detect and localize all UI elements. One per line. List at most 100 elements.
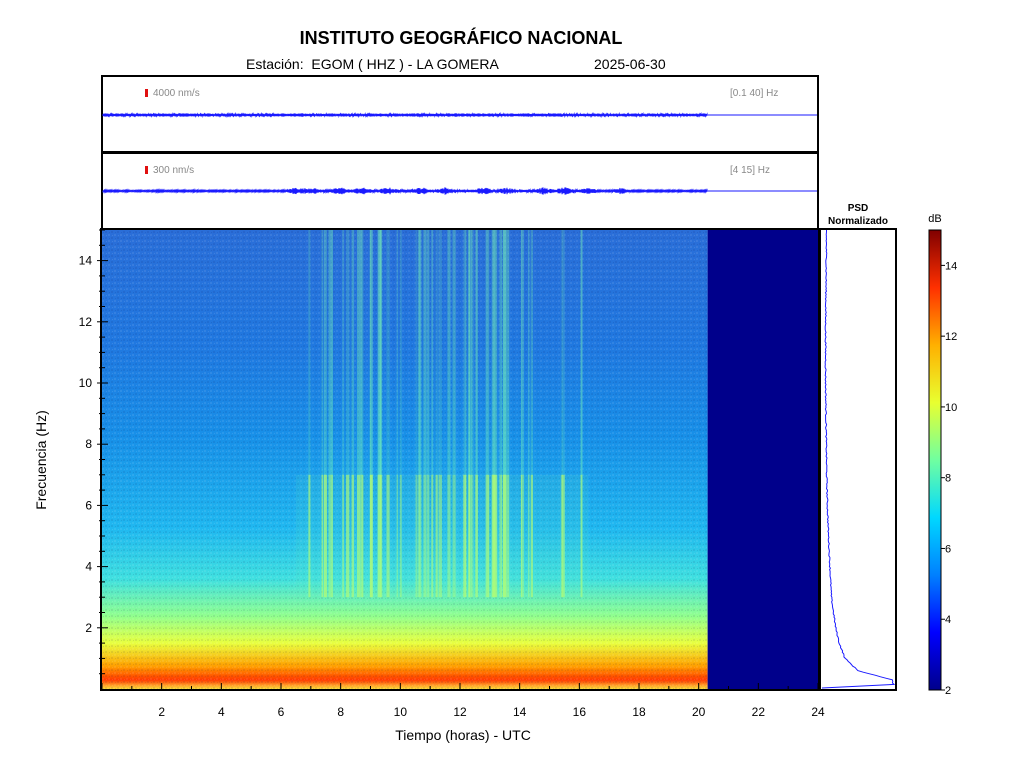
activity-stripe: [492, 230, 495, 598]
activity-block: [357, 474, 360, 598]
colorbar-tick-label: 14: [945, 260, 957, 272]
x-tick-label: 20: [692, 705, 706, 719]
colorbar-tick-label: 10: [945, 402, 957, 414]
activity-stripe: [468, 230, 470, 598]
activity-stripe: [447, 230, 451, 598]
psd-title-line1: PSD: [848, 203, 869, 214]
no-data-region: [707, 230, 818, 689]
activity-block: [528, 474, 530, 598]
colorbar: dB 2 4 6 8 10 12 14: [928, 213, 957, 697]
activity-stripe: [378, 230, 382, 598]
activity-stripe: [500, 230, 503, 598]
activity-stripe: [502, 230, 506, 598]
activity-stripe: [560, 230, 564, 598]
activity-stripe: [470, 230, 474, 598]
activity-block: [475, 474, 478, 598]
activity-block: [530, 474, 533, 598]
activity-block: [378, 474, 382, 598]
activity-stripe: [369, 230, 371, 598]
y-tick-label: 14: [79, 254, 93, 268]
activity-block: [468, 474, 473, 598]
activity-block: [562, 474, 565, 598]
x-tick-label: 14: [513, 705, 527, 719]
activity-stripe: [359, 230, 363, 598]
scale-label: 4000 nm/s: [153, 88, 200, 99]
scale-label: 300 nm/s: [153, 165, 194, 176]
activity-block: [475, 474, 478, 598]
x-tick-label: 24: [811, 705, 825, 719]
activity-stripe: [423, 230, 427, 598]
activity-stripe: [418, 230, 421, 598]
activity-stripe: [521, 230, 524, 598]
page-title: INSTITUTO GEOGRÁFICO NACIONAL: [299, 28, 623, 48]
colorbar-tick-label: 12: [945, 331, 957, 343]
psd-title-line2: Normalizado: [828, 216, 888, 227]
x-tick-label: 18: [632, 705, 646, 719]
activity-block: [359, 474, 363, 598]
spectrogram-activity: [295, 230, 589, 598]
activity-block: [399, 474, 402, 598]
activity-block: [379, 474, 383, 598]
psd-curve: [821, 230, 896, 689]
activity-stripe: [415, 230, 418, 598]
y-axis: 2 4 6 8 10 12 14: [79, 229, 108, 675]
activity-stripe: [357, 230, 360, 598]
activity-stripe: [321, 230, 324, 598]
activity-stripe: [438, 230, 442, 598]
spectrogram-texture: [102, 230, 708, 689]
station-label: Estación: EGOM ( HHZ ) - LA GOMERA: [246, 56, 499, 72]
x-tick-label: 10: [394, 705, 408, 719]
activity-block: [418, 474, 421, 598]
activity-block: [495, 474, 497, 598]
activity-stripe: [330, 230, 333, 598]
activity-block: [468, 474, 471, 598]
colorbar-tick-label: 2: [945, 685, 951, 697]
activity-block: [386, 474, 390, 598]
trace-line: [102, 187, 708, 195]
colorbar-unit: dB: [928, 213, 941, 225]
activity-block: [328, 474, 331, 598]
activity-stripe: [361, 230, 364, 598]
y-tick-label: 10: [79, 376, 93, 390]
activity-stripe: [379, 230, 382, 598]
activity-block: [494, 474, 498, 598]
activity-block: [323, 474, 328, 598]
activity-block: [463, 474, 466, 598]
activity-block: [499, 474, 502, 598]
colorbar-tick-label: 4: [945, 614, 951, 626]
activity-stripe: [530, 230, 533, 598]
activity-block: [431, 474, 434, 598]
activity-stripe: [581, 230, 583, 598]
activity-stripe: [491, 230, 495, 598]
activity-block: [438, 474, 442, 598]
activity-block: [487, 474, 490, 598]
y-tick-label: 8: [85, 437, 92, 451]
activity-stripe: [418, 230, 422, 598]
trace-panel-broadband: 4000 nm/s [0.1 40] Hz: [101, 75, 819, 153]
activity-stripe: [494, 230, 498, 598]
colorbar-tick-label: 8: [945, 473, 951, 485]
y-tick-label: 6: [85, 498, 92, 512]
activity-stripe: [495, 230, 497, 598]
activity-stripe: [435, 230, 438, 598]
activity-stripe: [399, 230, 402, 598]
activity-block: [346, 474, 350, 598]
activity-stripe: [487, 230, 490, 598]
x-tick-label: 8: [337, 705, 344, 719]
activity-stripe: [431, 230, 434, 598]
activity-stripe: [468, 230, 471, 598]
activity-stripe: [528, 230, 530, 598]
date-label: 2025-06-30: [594, 56, 666, 72]
activity-stripe: [324, 230, 326, 598]
activity-stripe: [370, 230, 373, 598]
trace-panel-filtered: 300 nm/s [4 15] Hz: [101, 152, 819, 230]
activity-block: [560, 474, 564, 598]
activity-block: [520, 474, 522, 598]
activity-block: [427, 474, 430, 598]
activity-block: [447, 474, 451, 598]
activity-block: [500, 474, 503, 598]
colorbar-ticks: 2 4 6 8 10 12 14: [941, 260, 957, 697]
activity-block: [503, 474, 507, 598]
band-label: [4 15] Hz: [730, 165, 770, 176]
